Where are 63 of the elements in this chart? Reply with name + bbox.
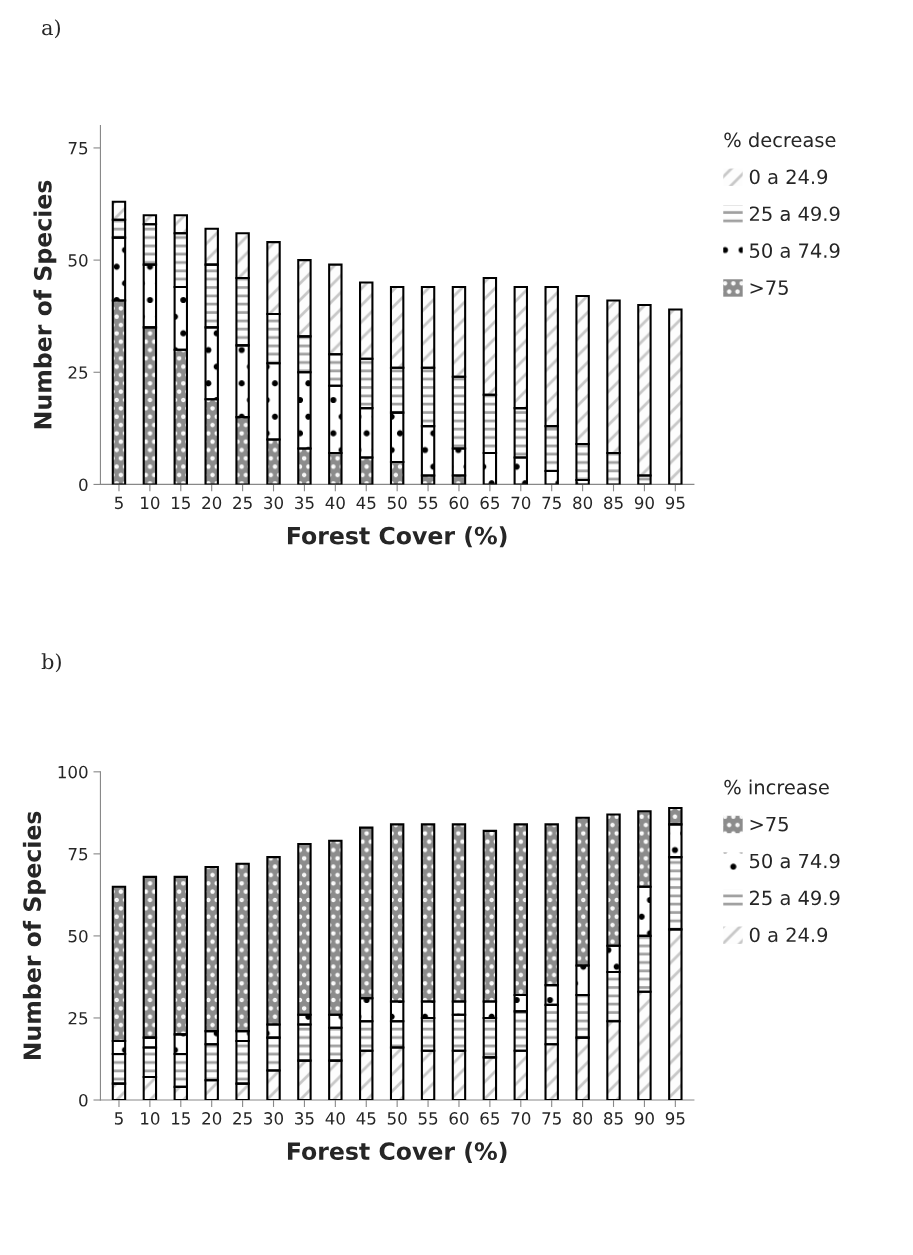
legend-label: 25 a 49.9 (749, 890, 840, 906)
y-tick-label: 25 (68, 1011, 88, 1025)
y-tick-label: 75 (68, 142, 88, 155)
x-tick-label: 35 (295, 1112, 314, 1125)
x-tick-label: 15 (172, 1112, 190, 1125)
x-tick-label: 50 (387, 496, 407, 510)
x-tick-label: 45 (356, 496, 376, 510)
x-tick-label: 35 (295, 496, 314, 510)
x-tick-label: 80 (573, 1112, 593, 1125)
x-tick-label: 65 (480, 1112, 500, 1125)
x-tick-label: 10 (141, 1112, 160, 1125)
legend-label: 25 a 49.9 (749, 206, 840, 222)
x-tick-label: 5 (114, 1112, 123, 1125)
x-tick-label: 25 (233, 1112, 252, 1125)
y-tick-label: 0 (79, 478, 88, 491)
y-axis-title: Number of Species (22, 811, 46, 1060)
x-tick-label: 55 (418, 496, 438, 510)
x-tick-label: 70 (511, 1112, 531, 1125)
x-tick-label: 95 (665, 496, 685, 510)
y-tick-label: 50 (68, 929, 88, 943)
x-tick-label: 45 (356, 1112, 376, 1125)
legend-label: 50 a 74.9 (750, 853, 840, 869)
x-axis-title: Forest Cover (%) (287, 1141, 507, 1163)
legend-label: >75 (750, 816, 788, 832)
y-tick-label: 0 (79, 1093, 88, 1107)
x-tick-label: 10 (141, 496, 160, 510)
x-tick-label: 20 (202, 1112, 222, 1125)
x-tick-label: 75 (542, 1112, 561, 1125)
y-tick-label: 100 (58, 765, 88, 779)
y-tick-label: 75 (68, 848, 88, 861)
legend-title: % decrease (724, 132, 836, 148)
legend-label: 50 a 74.9 (750, 243, 840, 258)
x-tick-label: 40 (325, 1112, 345, 1125)
x-tick-label: 40 (325, 496, 345, 510)
x-tick-label: 85 (604, 496, 623, 510)
x-tick-label: 50 (387, 1112, 407, 1125)
x-tick-label: 60 (449, 496, 469, 510)
x-tick-label: 80 (573, 496, 593, 510)
y-tick-label: 25 (68, 366, 88, 379)
x-tick-label: 65 (480, 496, 500, 510)
legend-title: % increase (724, 779, 829, 795)
x-tick-label: 85 (604, 1112, 623, 1125)
x-tick-label: 90 (634, 496, 654, 510)
x-tick-label: 95 (665, 1112, 685, 1125)
x-tick-label: 5 (114, 496, 123, 510)
x-tick-label: 20 (202, 496, 222, 510)
x-tick-label: 55 (418, 1112, 438, 1125)
y-tick-label: 50 (68, 254, 88, 267)
x-axis-title: Forest Cover (%) (287, 526, 507, 548)
chart-title: b) (41, 653, 61, 673)
x-tick-label: 60 (449, 1112, 469, 1125)
legend-label: 0 a 24.9 (749, 927, 828, 943)
legend-label: >75 (750, 280, 788, 295)
x-tick-label: 15 (172, 496, 190, 510)
y-axis-title: Number of Species (33, 180, 57, 429)
x-tick-label: 25 (233, 496, 252, 510)
legend-label: 0 a 24.9 (749, 169, 828, 185)
x-tick-label: 70 (511, 496, 531, 510)
x-tick-label: 75 (542, 496, 561, 510)
x-tick-label: 90 (634, 1112, 654, 1125)
chart-title: a) (42, 19, 60, 39)
x-tick-label: 30 (264, 496, 284, 510)
x-tick-label: 30 (264, 1112, 284, 1125)
